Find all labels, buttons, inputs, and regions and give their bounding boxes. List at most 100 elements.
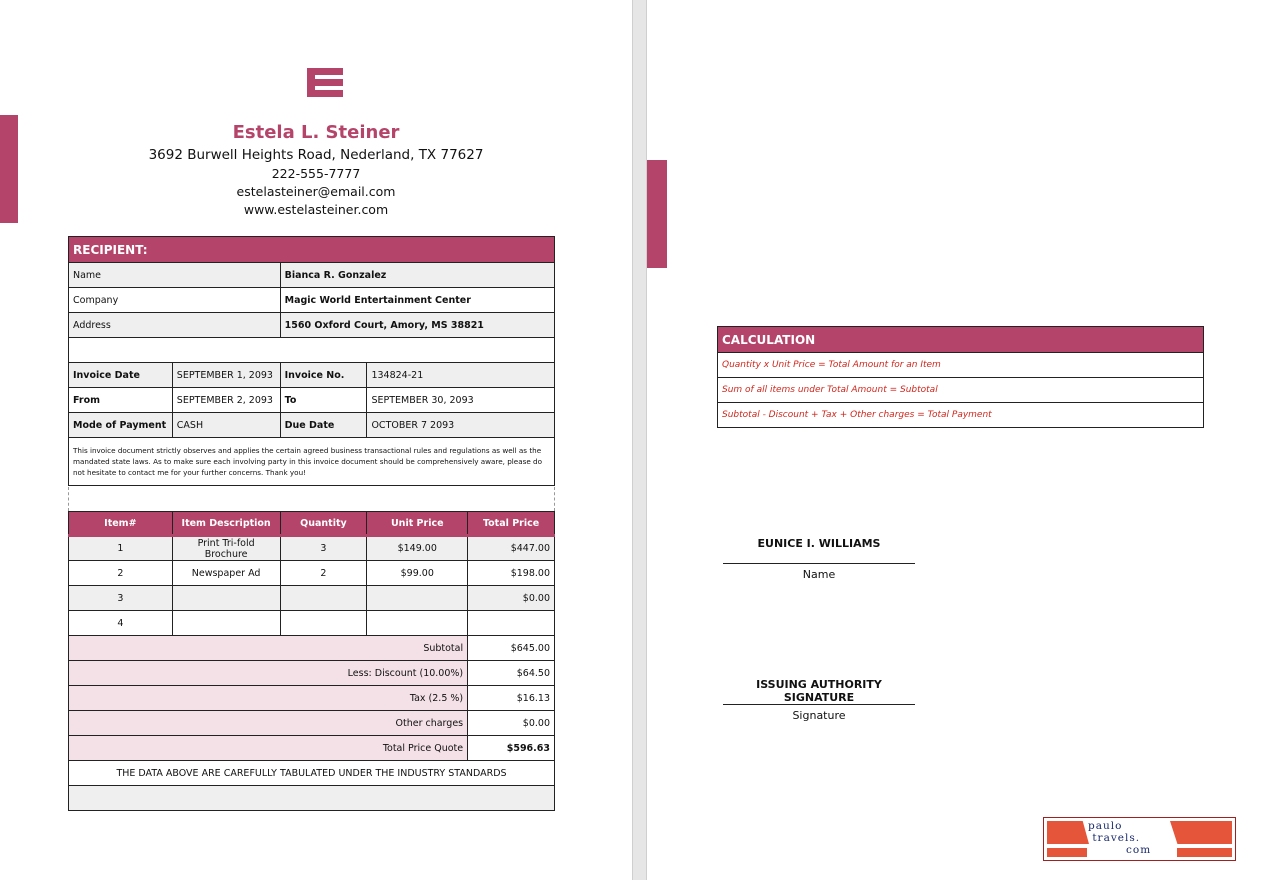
cell	[366, 585, 469, 611]
column-header: Item Description	[171, 511, 281, 537]
total-row: Tax (2.5 %) $16.13	[67, 685, 555, 711]
cell	[279, 585, 368, 611]
label: Name	[68, 262, 281, 288]
cell	[366, 610, 469, 636]
column-header: Quantity	[279, 511, 368, 537]
spacer	[68, 487, 555, 511]
sender-phone: 222-555-7777	[271, 166, 361, 181]
signer-name: EUNICE I. WILLIAMS	[757, 537, 881, 550]
calculation-table: CALCULATION Quantity x Unit Price = Tota…	[717, 326, 1204, 428]
total-label: Tax (2.5 %)	[67, 685, 469, 711]
total-label: Subtotal	[67, 635, 469, 661]
value: SEPTEMBER 2, 2093	[171, 387, 281, 413]
cell: $99.00	[366, 560, 469, 586]
logo-icon	[307, 68, 343, 97]
cell: Print Tri-fold Brochure	[171, 535, 281, 561]
value: 134824-21	[366, 362, 555, 388]
sender-address: 3692 Burwell Heights Road, Nederland, TX…	[148, 147, 484, 163]
items-header: Item# Item Description Quantity Unit Pri…	[68, 511, 555, 537]
total-row: Less: Discount (10.00%) $64.50	[67, 660, 555, 686]
signature-caption: Signature	[792, 709, 846, 722]
cell	[171, 610, 281, 636]
cell: $447.00	[467, 535, 555, 561]
total-row: Subtotal $645.00	[67, 635, 555, 661]
page-gap	[632, 0, 647, 880]
sender-email: estelasteiner@email.com	[236, 184, 396, 199]
recipient-title: RECIPIENT:	[68, 236, 555, 263]
item-row: 1 Print Tri-fold Brochure 3 $149.00 $447.00	[68, 535, 555, 561]
calculation-title: CALCULATION	[717, 326, 1204, 353]
formula: Subtotal - Discount + Tax + Other charge…	[717, 402, 1204, 428]
detail-row: From SEPTEMBER 2, 2093 To SEPTEMBER 30, 209…	[68, 387, 555, 413]
watermark-text: paulo travels. com	[1088, 820, 1152, 856]
recipient-row: Address 1560 Oxford Court, Amory, MS 3882…	[68, 312, 556, 338]
watermark-logo: paulo travels. com	[1043, 817, 1236, 861]
blank-row	[68, 785, 555, 811]
detail-row: Mode of Payment CASH Due Date OCTOBER 7 209…	[68, 412, 555, 438]
sender-website: www.estelasteiner.com	[243, 202, 389, 217]
footer-note: THE DATA ABOVE ARE CAREFULLY TABULATED U…	[68, 760, 555, 786]
total-label: Total Price Quote	[67, 735, 469, 761]
label: Mode of Payment	[68, 412, 173, 438]
sender-name: Estela L. Steiner	[232, 122, 400, 143]
column-header: Item#	[68, 511, 173, 537]
total-value: $16.13	[467, 685, 555, 711]
cell: 3	[68, 585, 173, 611]
value: SEPTEMBER 1, 2093	[171, 362, 281, 388]
cell: $0.00	[467, 585, 555, 611]
cell: $149.00	[366, 535, 469, 561]
items-table: Item# Item Description Quantity Unit Pri…	[67, 511, 555, 811]
value: 1560 Oxford Court, Amory, MS 38821	[279, 312, 556, 338]
total-row: Other charges $0.00	[67, 710, 555, 736]
total-label: Less: Discount (10.00%)	[67, 660, 469, 686]
cell: 4	[68, 610, 173, 636]
total-value: $645.00	[467, 635, 555, 661]
item-row: 4	[68, 610, 555, 636]
cell	[171, 585, 281, 611]
value: Bianca R. Gonzalez	[279, 262, 556, 288]
total-value: $0.00	[467, 710, 555, 736]
recipient-row: Name Bianca R. Gonzalez	[68, 262, 556, 288]
cell: 3	[279, 535, 368, 561]
label: Due Date	[279, 412, 368, 438]
cell: 2	[68, 560, 173, 586]
value: OCTOBER 7 2093	[366, 412, 555, 438]
cell	[467, 610, 555, 636]
cell: $198.00	[467, 560, 555, 586]
column-header: Unit Price	[366, 511, 469, 537]
signer-name: ISSUING AUTHORITY SIGNATURE	[756, 678, 882, 704]
label: Invoice No.	[279, 362, 368, 388]
cell: 1	[68, 535, 173, 561]
recipient-row: Company Magic World Entertainment Center	[68, 287, 556, 313]
label: To	[279, 387, 368, 413]
column-header: Total Price	[467, 511, 555, 537]
value: SEPTEMBER 30, 2093	[366, 387, 555, 413]
formula: Sum of all items under Total Amount = Su…	[717, 377, 1204, 403]
label: Address	[68, 312, 281, 338]
page-2: CALCULATION Quantity x Unit Price = Tota…	[647, 0, 1274, 880]
signature-line	[723, 563, 915, 564]
detail-row: Invoice Date SEPTEMBER 1, 2093 Invoice No.…	[68, 362, 555, 388]
total-value: $596.63	[467, 735, 555, 761]
blank-row	[68, 337, 555, 363]
value: Magic World Entertainment Center	[279, 287, 556, 313]
notice-text: This invoice document strictly observes …	[68, 437, 555, 486]
label: From	[68, 387, 173, 413]
total-row: Total Price Quote $596.63	[67, 735, 555, 761]
item-row: 2 Newspaper Ad 2 $99.00 $198.00	[68, 560, 555, 586]
item-row: 3 $0.00	[68, 585, 555, 611]
total-value: $64.50	[467, 660, 555, 686]
cell: 2	[279, 560, 368, 586]
value: CASH	[171, 412, 281, 438]
accent-bar	[647, 160, 667, 268]
formula: Quantity x Unit Price = Total Amount for…	[717, 352, 1204, 378]
accent-bar	[0, 115, 18, 223]
label: Company	[68, 287, 281, 313]
total-label: Other charges	[67, 710, 469, 736]
signature-line	[723, 704, 915, 705]
label: Invoice Date	[68, 362, 173, 388]
cell: Newspaper Ad	[171, 560, 281, 586]
recipient-table: RECIPIENT: Name Bianca R. Gonzalez Compan…	[68, 236, 556, 486]
cell	[279, 610, 368, 636]
page-1: Estela L. Steiner 3692 Burwell Heights R…	[0, 0, 632, 880]
